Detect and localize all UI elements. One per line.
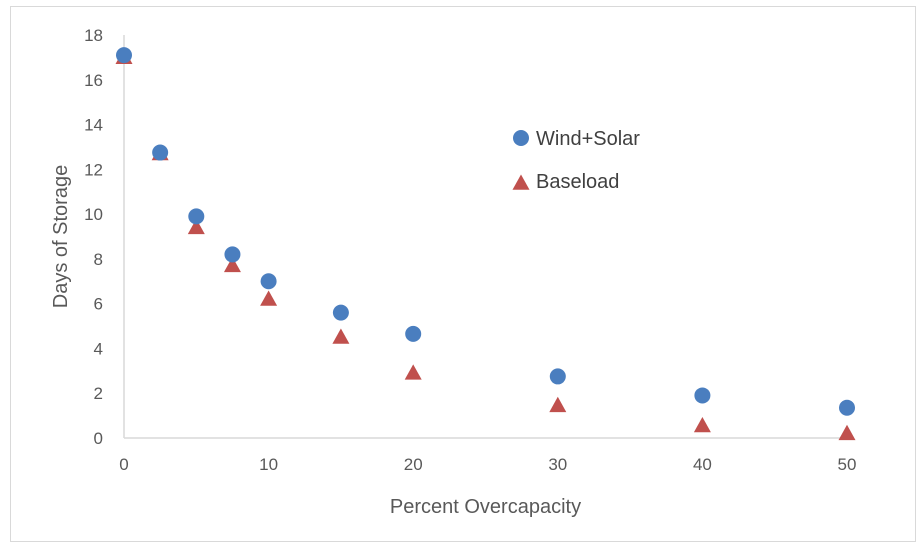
data-point-baseload [404,364,422,380]
y-tick-label: 12 [84,160,103,179]
data-point-baseload [332,328,350,344]
data-point-wind-solar [839,399,855,416]
legend-circle-marker [513,130,529,146]
data-point-baseload [693,416,711,433]
legend-item-baseload: Baseload [512,171,619,193]
data-point-baseload [187,218,205,235]
data-point-wind-solar [224,246,241,263]
legend-item-wind-solar: Wind+Solar [513,128,640,150]
x-tick-label: 0 [119,455,128,474]
data-point-wind-solar [332,304,349,321]
data-point-wind-solar [188,208,205,225]
legend-label-wind-solar: Wind+Solar [536,128,640,150]
y-tick-label: 8 [94,250,103,269]
data-point-baseload [223,256,241,273]
data-point-wind-solar [116,47,132,64]
data-point-baseload [838,424,856,441]
y-tick-label: 18 [84,26,103,45]
x-tick-label: 50 [838,455,857,474]
data-point-wind-solar [405,325,422,342]
data-point-baseload [549,396,567,413]
chart-frame: 0 10 20 30 40 50 0 2 4 6 8 10 12 14 16 18 Percent Overc… [10,6,916,542]
axes [123,35,847,439]
x-tick-label: 10 [259,455,278,474]
data-point-wind-solar [260,273,277,290]
data-point-baseload [260,290,278,306]
y-tick-label: 16 [84,71,103,90]
y-axis-title: Days of Storage [50,165,72,308]
x-tick-label: 20 [404,455,423,474]
legend-label-baseload: Baseload [536,171,619,193]
data-points [115,47,856,441]
data-point-wind-solar [152,144,169,161]
data-point-wind-solar [694,387,711,404]
y-tick-label: 10 [84,205,103,224]
y-tick-label: 4 [94,339,103,358]
x-axis-title: Percent Overcapacity [390,496,581,518]
x-tick-label: 30 [548,455,567,474]
y-tick-label: 14 [84,116,103,135]
tick-labels: 0 10 20 30 40 50 0 2 4 6 8 10 12 14 16 18 [84,26,856,474]
data-point-wind-solar [549,368,566,385]
y-tick-label: 2 [94,384,103,403]
scatter-chart: 0 10 20 30 40 50 0 2 4 6 8 10 12 14 16 18 Percent Overc… [50,26,856,518]
x-tick-label: 40 [693,455,712,474]
y-tick-label: 0 [94,429,103,448]
legend-triangle-marker [512,174,530,190]
y-tick-label: 6 [94,295,103,314]
legend: Wind+Solar Baseload [512,128,640,193]
